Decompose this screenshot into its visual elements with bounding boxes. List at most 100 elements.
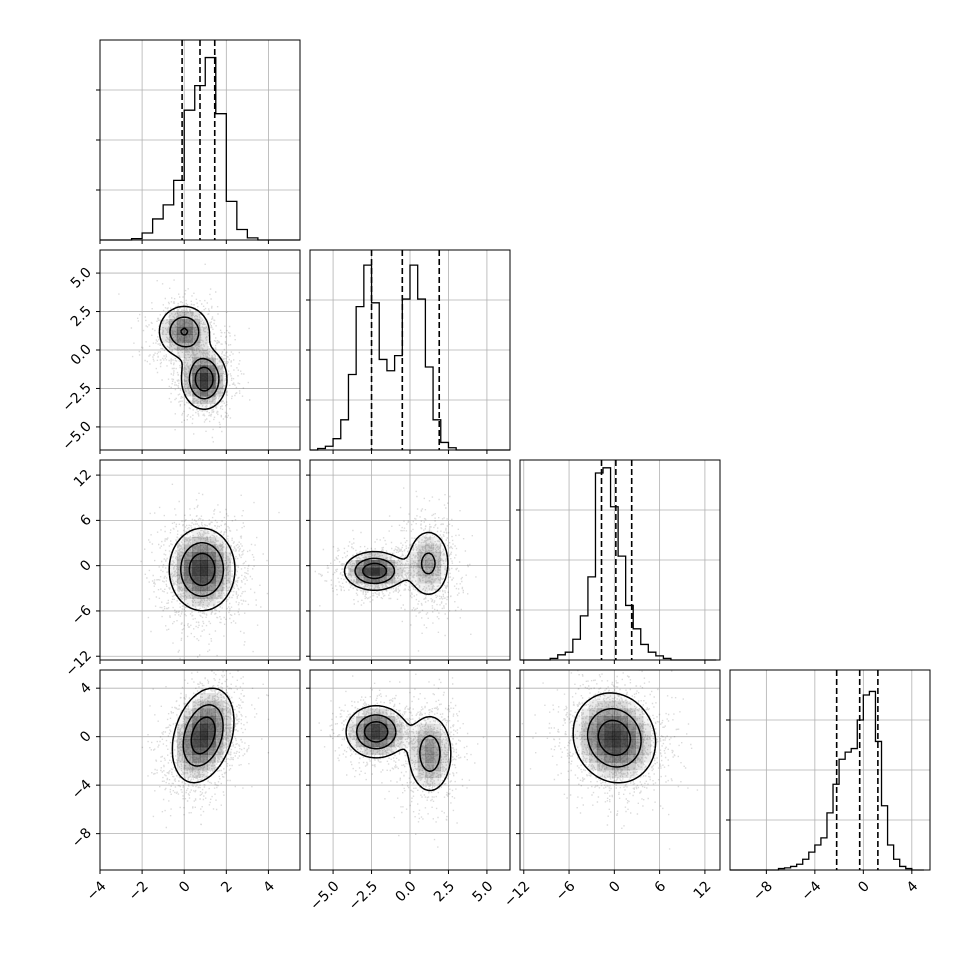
density-cell (200, 404, 208, 412)
density-cell (635, 723, 644, 732)
density-cell (433, 567, 442, 576)
density-cell (184, 708, 193, 717)
density-cell (402, 723, 411, 732)
x-tick-label: −5.0 (307, 878, 342, 913)
y-tick-label: 0 (77, 557, 95, 575)
density-cell (215, 716, 224, 725)
density-cell (184, 731, 193, 740)
density-cell (169, 560, 178, 568)
density-cell (410, 754, 418, 763)
density-cell (371, 583, 380, 592)
density-cell (184, 754, 193, 763)
density-cell (627, 716, 636, 725)
density-cell (207, 388, 216, 397)
density-cell (643, 739, 652, 748)
density-cell (192, 396, 201, 405)
density-cell (200, 350, 208, 358)
density-cell (176, 552, 185, 561)
y-tick-label: −12 (63, 648, 95, 680)
pair-panel-3-0 (96, 669, 301, 874)
density-cell (612, 746, 621, 755)
density-cell (635, 716, 644, 725)
panel-content (520, 670, 720, 870)
density-cell (215, 700, 224, 709)
density-cell (200, 716, 208, 725)
density-cell (215, 575, 224, 584)
density-cell (417, 770, 426, 778)
density-cell (207, 365, 216, 374)
density-cell (184, 567, 193, 576)
density-cell (433, 552, 442, 561)
density-cell (348, 739, 357, 748)
density-cell (192, 770, 201, 778)
density-cell (596, 708, 605, 717)
pair-panel-2-0 (96, 459, 301, 664)
density-cell (386, 552, 395, 561)
density-cell (410, 731, 418, 740)
density-cell (169, 342, 178, 351)
density-cell (169, 326, 178, 335)
density-cell (200, 357, 208, 366)
y-tick-label: 2.5 (68, 303, 95, 330)
density-cell (223, 739, 232, 748)
axes-frame (99, 39, 301, 241)
density-cell (176, 583, 185, 592)
density-cell (371, 708, 380, 717)
density-cell (363, 716, 372, 725)
density-cell (386, 575, 395, 584)
density-cell (410, 746, 418, 755)
density-cell (207, 536, 216, 545)
density-cell (192, 598, 201, 607)
density-cell (581, 731, 590, 740)
density-cell (371, 739, 380, 748)
density-cell (363, 723, 372, 732)
density-cell (192, 334, 201, 343)
density-cell (433, 536, 442, 545)
density-cell (440, 754, 449, 763)
contour-level-1 (182, 704, 224, 767)
x-tick-label: −4 (84, 878, 110, 904)
density-cell (200, 388, 208, 397)
density-cell (215, 560, 224, 568)
density-cell (612, 693, 621, 702)
density-cell (410, 762, 418, 771)
density-cell (215, 552, 224, 561)
density-cell (417, 746, 426, 755)
density-cell (394, 731, 403, 740)
density-cell (200, 723, 208, 732)
contour-level-0 (158, 305, 228, 410)
density-cell (581, 708, 590, 717)
axes-frame (729, 669, 931, 871)
y-tick-label: −6 (69, 602, 95, 628)
density-cell (176, 731, 185, 740)
density-cell (589, 700, 598, 709)
density-cell (440, 770, 449, 778)
density-cell (200, 319, 208, 328)
density-cell (356, 716, 365, 725)
y-tick-label: 0 (77, 728, 95, 746)
axes-frame (309, 669, 511, 871)
density-cell (176, 350, 185, 358)
density-cell (200, 575, 208, 584)
density-cell (643, 723, 652, 732)
density-cell (371, 746, 380, 755)
x-tick-label: −2.5 (346, 878, 381, 913)
density-cell (425, 552, 434, 561)
density-cell (356, 731, 365, 740)
density-cell (200, 373, 208, 382)
scatter-points (318, 673, 485, 848)
density-cell (433, 560, 442, 568)
density-cell (200, 396, 208, 405)
density-cell (356, 746, 365, 755)
density-cell (192, 700, 201, 709)
density-cell (215, 365, 224, 374)
density-cell (176, 319, 185, 328)
density-cell (620, 700, 628, 709)
density-cell (215, 754, 224, 763)
density-cell (356, 708, 365, 717)
density-cell (379, 723, 388, 732)
density-cell (200, 560, 208, 568)
density-cell (192, 365, 201, 374)
density-cell (207, 590, 216, 599)
density-cell (192, 544, 201, 553)
